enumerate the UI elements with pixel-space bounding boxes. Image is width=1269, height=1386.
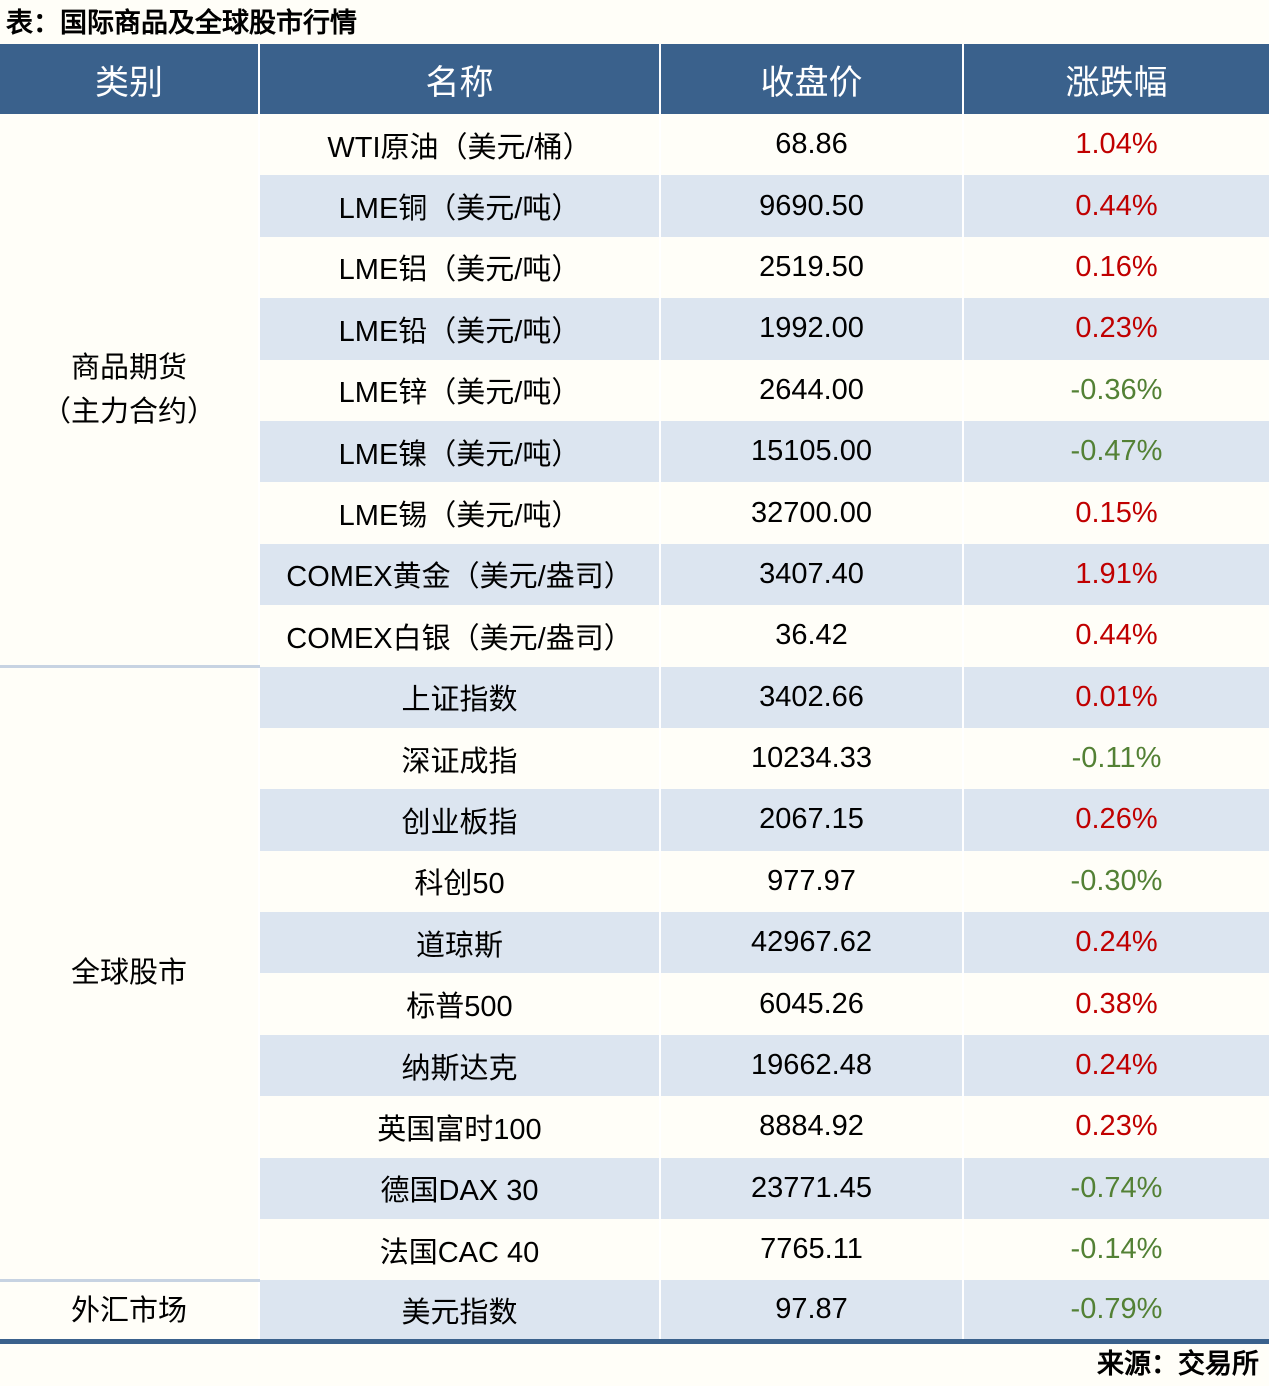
close-cell: 19662.48	[659, 1034, 963, 1097]
page-title: 表：国际商品及全球股市行情	[6, 8, 357, 38]
table-row: LME镍（美元/吨） 15105.00 -0.47%	[0, 420, 1269, 483]
name-cell: LME铝（美元/吨）	[258, 236, 660, 299]
table-row: LME铜（美元/吨） 9690.50 0.44%	[0, 175, 1269, 237]
table-row: 标普500 6045.26 0.38%	[0, 973, 1269, 1035]
close-cell: 7765.11	[659, 1219, 963, 1281]
name-cell: 标普500	[258, 973, 660, 1035]
close-cell: 42967.62	[659, 912, 963, 974]
change-cell: 1.04%	[962, 114, 1269, 176]
table-row: COMEX黄金（美元/盎司） 3407.40 1.91%	[0, 543, 1269, 606]
change-cell: -0.14%	[962, 1219, 1269, 1281]
table-row: 德国DAX 30 23771.45 -0.74%	[0, 1157, 1269, 1220]
change-cell: -0.74%	[962, 1157, 1269, 1220]
category-cell-global-stocks: 全球股市	[0, 665, 259, 1281]
name-cell: 上证指数	[258, 666, 660, 728]
close-cell: 3402.66	[659, 666, 963, 728]
table-row: 创业板指 2067.15 0.26%	[0, 789, 1269, 851]
change-cell: -0.36%	[962, 359, 1269, 421]
change-cell: 0.24%	[962, 1034, 1269, 1097]
table-row: LME铝（美元/吨） 2519.50 0.16%	[0, 236, 1269, 299]
name-cell: LME镍（美元/吨）	[258, 420, 660, 483]
close-cell: 2067.15	[659, 789, 963, 851]
name-cell: LME锌（美元/吨）	[258, 359, 660, 421]
change-cell: -0.11%	[962, 727, 1269, 790]
category-cell-commodity-futures: 商品期货 （主力合约）	[0, 114, 259, 667]
close-cell: 23771.45	[659, 1157, 963, 1220]
close-cell: 977.97	[659, 850, 963, 913]
change-cell: 1.91%	[962, 543, 1269, 606]
name-cell: 德国DAX 30	[258, 1157, 660, 1220]
table-row: 全球股市 上证指数 3402.66 0.01%	[0, 665, 1269, 1281]
change-cell: 0.15%	[962, 482, 1269, 544]
name-cell: 纳斯达克	[258, 1034, 660, 1097]
col-header-change: 涨跌幅	[962, 44, 1269, 114]
name-cell: LME铜（美元/吨）	[258, 175, 660, 237]
change-cell: 0.01%	[962, 666, 1269, 728]
table-row: 纳斯达克 19662.48 0.24%	[0, 1034, 1269, 1097]
name-cell: LME锡（美元/吨）	[258, 482, 660, 544]
close-cell: 9690.50	[659, 175, 963, 237]
name-cell: COMEX黄金（美元/盎司）	[258, 543, 660, 606]
table-row: LME锌（美元/吨） 2644.00 -0.36%	[0, 359, 1269, 421]
change-cell: 0.26%	[962, 789, 1269, 851]
market-table: 类别 名称 收盘价 涨跌幅 商品期货 （主力合约） WTI原油（美元/桶） 68…	[0, 44, 1269, 1345]
name-cell: 法国CAC 40	[258, 1219, 660, 1281]
close-cell: 97.87	[659, 1280, 963, 1342]
table-row: 科创50 977.97 -0.30%	[0, 850, 1269, 913]
change-cell: 0.16%	[962, 236, 1269, 299]
close-cell: 8884.92	[659, 1096, 963, 1158]
change-cell: 0.44%	[962, 605, 1269, 667]
change-cell: 0.23%	[962, 1096, 1269, 1158]
col-header-category: 类别	[0, 44, 259, 114]
close-cell: 15105.00	[659, 420, 963, 483]
close-cell: 68.86	[659, 114, 963, 176]
name-cell: 科创50	[258, 850, 660, 913]
table-row: 商品期货 （主力合约） WTI原油（美元/桶） 68.86 1.04%	[0, 114, 1269, 667]
change-cell: -0.47%	[962, 420, 1269, 483]
table-row: 法国CAC 40 7765.11 -0.14%	[0, 1219, 1269, 1281]
name-cell: WTI原油（美元/桶）	[258, 114, 660, 176]
name-cell: 创业板指	[258, 789, 660, 851]
change-cell: 0.23%	[962, 298, 1269, 360]
col-header-close: 收盘价	[659, 44, 963, 114]
name-cell: 美元指数	[258, 1280, 660, 1342]
name-cell: 深证成指	[258, 727, 660, 790]
close-cell: 10234.33	[659, 727, 963, 790]
close-cell: 2644.00	[659, 359, 963, 421]
table-row: 英国富时100 8884.92 0.23%	[0, 1096, 1269, 1158]
name-cell: COMEX白银（美元/盎司）	[258, 605, 660, 667]
table-row: 外汇市场 美元指数 97.87 -0.79%	[0, 1278, 1269, 1342]
change-cell: 0.44%	[962, 175, 1269, 237]
close-cell: 3407.40	[659, 543, 963, 606]
change-cell: 0.24%	[962, 912, 1269, 974]
table-row: COMEX白银（美元/盎司） 36.42 0.44%	[0, 605, 1269, 667]
header-row: 类别 名称 收盘价 涨跌幅	[0, 44, 1269, 114]
close-cell: 6045.26	[659, 973, 963, 1035]
close-cell: 36.42	[659, 605, 963, 667]
table-row: LME锡（美元/吨） 32700.00 0.15%	[0, 482, 1269, 544]
change-cell: -0.30%	[962, 850, 1269, 913]
close-cell: 32700.00	[659, 482, 963, 544]
col-header-name: 名称	[258, 44, 660, 114]
change-cell: 0.38%	[962, 973, 1269, 1035]
name-cell: 道琼斯	[258, 912, 660, 974]
table-row: LME铅（美元/吨） 1992.00 0.23%	[0, 298, 1269, 360]
close-cell: 1992.00	[659, 298, 963, 360]
table-row: 深证成指 10234.33 -0.11%	[0, 727, 1269, 790]
table-row: 道琼斯 42967.62 0.24%	[0, 912, 1269, 974]
name-cell: 英国富时100	[258, 1096, 660, 1158]
name-cell: LME铅（美元/吨）	[258, 298, 660, 360]
category-cell-forex: 外汇市场	[0, 1278, 259, 1342]
close-cell: 2519.50	[659, 236, 963, 299]
source-note: 来源：交易所	[1097, 1349, 1259, 1380]
change-cell: -0.79%	[962, 1280, 1269, 1342]
